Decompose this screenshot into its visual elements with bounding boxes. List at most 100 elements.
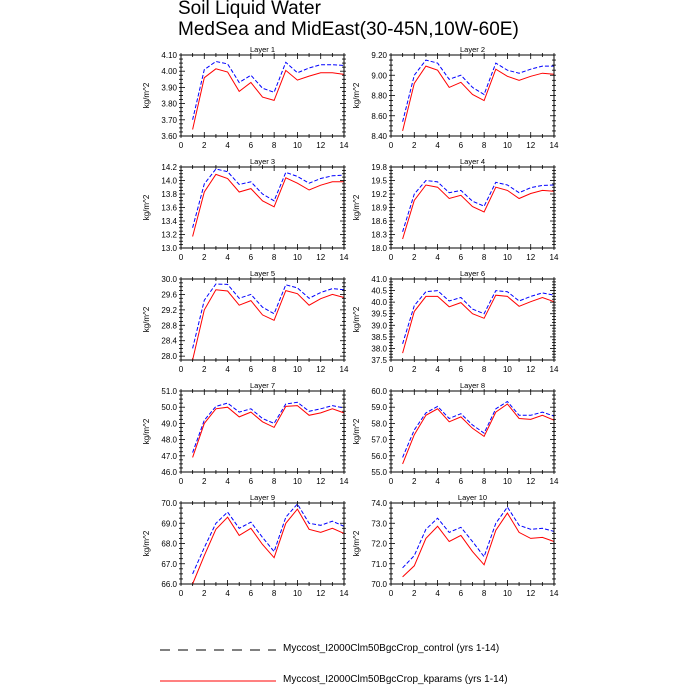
x-tick-label: 4 — [435, 141, 440, 150]
x-tick-label: 10 — [293, 477, 302, 486]
x-tick-label: 4 — [435, 589, 440, 598]
y-tick-label: 40.5 — [371, 287, 387, 296]
series-line-control — [402, 400, 555, 458]
x-tick-label: 10 — [503, 141, 512, 150]
y-tick-label: 18.3 — [371, 231, 387, 240]
x-tick-label: 8 — [482, 589, 487, 598]
plot-frame — [180, 166, 345, 249]
y-tick-label: 39.0 — [371, 321, 387, 330]
x-tick-label: 10 — [503, 253, 512, 262]
series-line-kparams — [192, 289, 345, 361]
y-tick-label: 69.0 — [161, 519, 177, 528]
series-line-kparams — [192, 508, 345, 585]
y-tick-label: 28.0 — [161, 352, 177, 361]
x-tick-label: 8 — [482, 253, 487, 262]
series-line-control — [192, 401, 345, 453]
x-tick-label: 12 — [316, 589, 325, 598]
y-tick-label: 66.0 — [161, 580, 177, 589]
y-tick-label: 13.0 — [161, 244, 177, 253]
x-tick-label: 8 — [272, 477, 277, 486]
x-tick-label: 4 — [435, 253, 440, 262]
y-tick-label: 14.2 — [161, 163, 177, 172]
series-line-kparams — [192, 68, 345, 130]
y-tick-label: 56.0 — [371, 452, 387, 461]
x-tick-label: 8 — [272, 253, 277, 262]
y-tick-label: 71.0 — [371, 560, 387, 569]
x-tick-label: 2 — [412, 141, 417, 150]
series-line-control — [402, 179, 555, 232]
y-tick-label: 38.0 — [371, 344, 387, 353]
x-tick-label: 14 — [550, 477, 559, 486]
y-tick-label: 29.6 — [161, 290, 177, 299]
y-tick-label: 3.80 — [161, 100, 177, 109]
x-tick-label: 14 — [340, 141, 349, 150]
x-tick-label: 6 — [459, 253, 464, 262]
panel-title: Layer 5 — [250, 269, 275, 278]
x-tick-label: 4 — [435, 477, 440, 486]
plot-frame — [390, 502, 555, 585]
series-line-control — [192, 503, 345, 575]
y-tick-label: 70.0 — [371, 580, 387, 589]
x-tick-label: 0 — [179, 253, 184, 262]
y-tick-label: 19.2 — [371, 190, 387, 199]
x-tick-label: 4 — [225, 253, 230, 262]
y-tick-label: 29.2 — [161, 306, 177, 315]
plot-frame — [180, 278, 345, 361]
panel-1: Layer 1 kg/m^2 0 2 4 6 8 10 12 14 3.60 3.70 3.80 3.90… — [142, 45, 349, 150]
x-tick-label: 4 — [225, 477, 230, 486]
panel-title: Layer 6 — [460, 269, 485, 278]
panel-9: Layer 9 kg/m^2 0 2 4 6 8 10 12 14 66.0 67.0 68.0 69.0… — [142, 493, 349, 598]
x-tick-label: 14 — [340, 253, 349, 262]
y-tick-label: 37.5 — [371, 356, 387, 365]
x-tick-label: 0 — [179, 589, 184, 598]
plot-frame — [180, 502, 345, 585]
x-tick-label: 0 — [179, 141, 184, 150]
series-line-kparams — [402, 65, 555, 132]
x-tick-label: 4 — [225, 589, 230, 598]
y-tick-label: 72.0 — [371, 540, 387, 549]
plot-frame — [390, 278, 555, 361]
y-tick-label: 57.0 — [371, 436, 387, 445]
panel-10: Layer 10 kg/m^2 0 2 4 6 8 10 12 14 70.0 71.0 72.0 73.… — [352, 493, 559, 598]
plot-frame — [180, 54, 345, 137]
plot-frame — [180, 390, 345, 473]
panel-8: Layer 8 kg/m^2 0 2 4 6 8 10 12 14 55.0 56.0 57.0 58.0… — [352, 381, 559, 486]
y-tick-label: 4.00 — [161, 67, 177, 76]
y-tick-label: 14.0 — [161, 177, 177, 186]
y-tick-label: 49.0 — [161, 419, 177, 428]
x-tick-label: 12 — [526, 253, 535, 262]
plot-frame — [390, 166, 555, 249]
x-tick-label: 12 — [316, 477, 325, 486]
y-tick-label: 9.20 — [371, 51, 387, 60]
x-tick-label: 12 — [316, 253, 325, 262]
legend-label-control: Myccost_I2000Clm50BgcCrop_control (yrs 1… — [283, 643, 500, 654]
y-axis-label: kg/m^2 — [352, 194, 361, 220]
panel-6: Layer 6 kg/m^2 0 2 4 6 8 10 12 14 37.5 38.0 38.5 39.0… — [352, 269, 559, 374]
y-tick-label: 8.40 — [371, 132, 387, 141]
x-tick-label: 6 — [459, 589, 464, 598]
x-tick-label: 8 — [482, 477, 487, 486]
y-axis-label: kg/m^2 — [142, 306, 151, 332]
y-tick-label: 18.6 — [371, 217, 387, 226]
x-tick-label: 6 — [249, 253, 254, 262]
x-tick-label: 14 — [340, 365, 349, 374]
y-tick-label: 13.2 — [161, 231, 177, 240]
x-tick-label: 0 — [389, 365, 394, 374]
x-tick-label: 10 — [293, 253, 302, 262]
x-tick-label: 8 — [272, 589, 277, 598]
y-tick-label: 30.0 — [161, 275, 177, 284]
y-tick-label: 59.0 — [371, 403, 387, 412]
x-tick-label: 14 — [550, 365, 559, 374]
y-tick-label: 67.0 — [161, 560, 177, 569]
y-tick-label: 19.8 — [371, 163, 387, 172]
x-tick-label: 0 — [389, 141, 394, 150]
panel-title: Layer 1 — [250, 45, 275, 54]
y-axis-label: kg/m^2 — [142, 194, 151, 220]
x-tick-label: 4 — [225, 365, 230, 374]
panel-2: Layer 2 kg/m^2 0 2 4 6 8 10 12 14 8.40 8.60 8.80 9.00… — [352, 45, 559, 150]
chart-title-line-2: MedSea and MidEast(30-45N,10W-60E) — [178, 19, 519, 40]
y-tick-label: 13.6 — [161, 204, 177, 213]
y-tick-label: 3.90 — [161, 83, 177, 92]
x-tick-label: 12 — [526, 365, 535, 374]
